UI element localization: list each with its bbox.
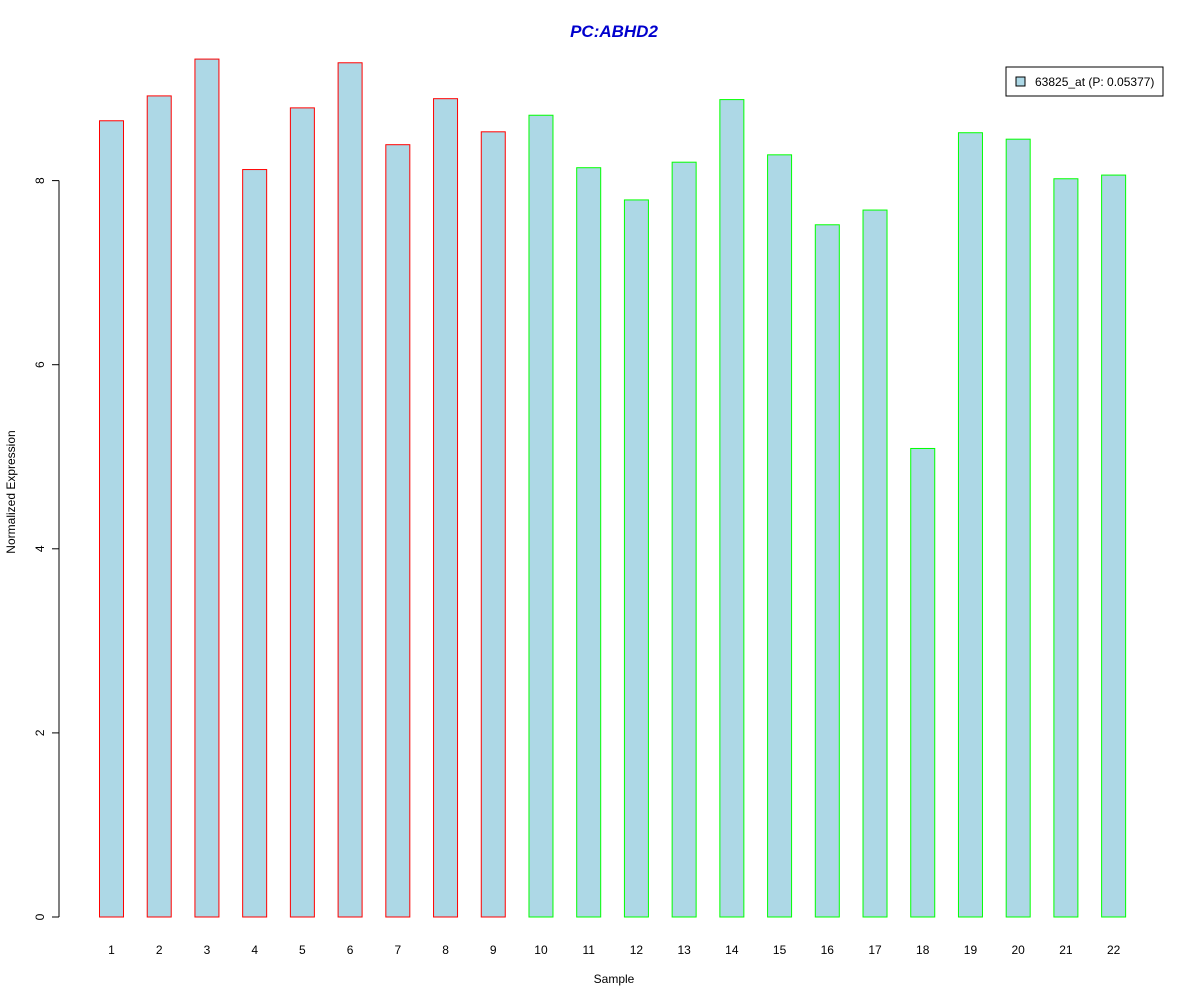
bar: [480, 131, 506, 918]
x-tick-label: 12: [630, 943, 644, 957]
bar: [767, 154, 793, 918]
legend-label: 63825_at (P: 0.05377): [1035, 75, 1154, 89]
x-tick-label: 10: [534, 943, 548, 957]
x-tick-label: 1: [108, 943, 115, 957]
x-tick-label: 8: [442, 943, 449, 957]
x-tick-label: 21: [1059, 943, 1073, 957]
legend-box: [1005, 66, 1164, 97]
bar: [289, 107, 315, 918]
bar: [242, 169, 268, 918]
y-tick-label: 4: [33, 545, 47, 552]
y-axis: 0 2 4 6 8: [33, 177, 60, 920]
bars: [99, 58, 1127, 918]
bar: [862, 209, 888, 918]
x-tick-label: 13: [677, 943, 691, 957]
x-tick-label: 4: [251, 943, 258, 957]
bar: [623, 199, 649, 918]
bar: [528, 114, 554, 918]
bar: [1101, 174, 1127, 918]
bar: [433, 98, 459, 918]
x-tick-label: 16: [821, 943, 835, 957]
chart-title: PC:ABHD2: [570, 22, 658, 41]
x-tick-label: 15: [773, 943, 787, 957]
bar: [337, 62, 363, 918]
bar: [1053, 178, 1079, 918]
bar: [814, 224, 840, 918]
x-tick-label: 7: [394, 943, 401, 957]
x-tick-label: 14: [725, 943, 739, 957]
x-tick-label: 17: [868, 943, 882, 957]
bar: [1005, 138, 1031, 918]
y-tick-label: 0: [33, 913, 47, 920]
x-tick-label: 18: [916, 943, 930, 957]
bar: [146, 95, 172, 918]
bar: [957, 132, 983, 918]
x-tick-label: 22: [1107, 943, 1121, 957]
bar: [99, 120, 124, 918]
x-axis-label: Sample: [594, 972, 635, 986]
bar: [671, 161, 697, 918]
bar: [385, 144, 411, 918]
y-tick-label: 2: [33, 729, 47, 736]
x-tick-labels: 1 2 3 4 5 6 7 8 9 10 11 12 13 14 15 16 17 18 19 20 21 22: [108, 943, 1120, 957]
x-tick-label: 3: [204, 943, 211, 957]
x-tick-label: 11: [582, 943, 595, 957]
x-tick-label: 5: [299, 943, 306, 957]
y-tick-label: 6: [33, 361, 47, 368]
bar: [576, 167, 602, 918]
bar: [719, 99, 745, 918]
legend: 63825_at (P: 0.05377): [1005, 66, 1164, 97]
x-tick-label: 9: [490, 943, 497, 957]
x-tick-label: 2: [156, 943, 163, 957]
x-tick-label: 20: [1012, 943, 1026, 957]
bar: [910, 447, 936, 918]
bar: [194, 58, 220, 918]
legend-swatch: [1015, 76, 1026, 87]
y-axis-label: Normalized Expression: [4, 430, 18, 553]
y-tick-label: 8: [33, 177, 47, 184]
x-tick-label: 19: [964, 943, 978, 957]
x-tick-label: 6: [347, 943, 354, 957]
